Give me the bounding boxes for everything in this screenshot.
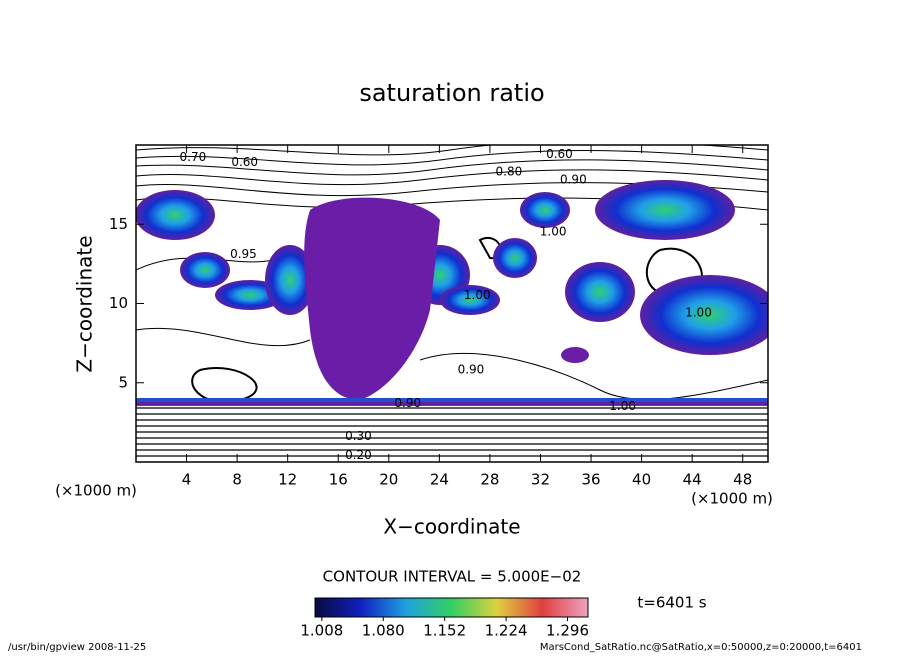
colorbar-tick-label: 1.008 bbox=[300, 622, 343, 640]
contour-label: 0.90 bbox=[560, 172, 587, 186]
x-tick-label: 40 bbox=[632, 471, 651, 489]
colorbar-tick-label: 1.224 bbox=[485, 622, 528, 640]
chart-title: saturation ratio bbox=[359, 79, 544, 107]
contour-label: 1.00 bbox=[609, 399, 636, 413]
colorbar-tick-label: 1.152 bbox=[423, 622, 466, 640]
x-unit-label: (×1000 m) bbox=[55, 482, 137, 500]
contour-label: 1.00 bbox=[464, 288, 491, 302]
contour-label: 1.00 bbox=[685, 306, 712, 320]
footer-right: MarsCond_SatRatio.nc@SatRatio,x=0:50000,… bbox=[540, 642, 862, 653]
y-tick-label: 10 bbox=[109, 294, 128, 312]
colorbar-tick-label: 1.296 bbox=[546, 622, 589, 640]
contour-label: 0.70 bbox=[180, 150, 207, 164]
x-tick-label: 16 bbox=[329, 471, 348, 489]
y-tick-label: 15 bbox=[109, 215, 128, 233]
contour-label: 0.60 bbox=[546, 147, 573, 161]
field bbox=[136, 145, 768, 457]
contour-label: 0.90 bbox=[394, 396, 421, 410]
y-axis-label: Z−coordinate bbox=[73, 235, 97, 372]
color-blobs bbox=[136, 180, 768, 406]
x-tick-label: 36 bbox=[581, 471, 600, 489]
contour-label: 0.20 bbox=[345, 448, 372, 462]
bottom-contours bbox=[136, 407, 768, 457]
x-tick-label: 44 bbox=[683, 471, 702, 489]
x-tick-label: 24 bbox=[430, 471, 449, 489]
x-tick-label: 20 bbox=[379, 471, 398, 489]
contour-label: 1.00 bbox=[540, 225, 567, 239]
x-tick-label: 28 bbox=[480, 471, 499, 489]
x-tick-label: 48 bbox=[733, 471, 752, 489]
x-axis-label: X−coordinate bbox=[383, 515, 520, 539]
x-tick-label: 12 bbox=[278, 471, 297, 489]
x-tick-label: 8 bbox=[232, 471, 242, 489]
contour-label: 0.80 bbox=[496, 164, 523, 178]
colorbar-tick-label: 1.080 bbox=[362, 622, 405, 640]
contour-label: 0.95 bbox=[230, 247, 257, 261]
x-tick-label: 4 bbox=[182, 471, 192, 489]
contour-label: 0.60 bbox=[231, 155, 258, 169]
contour-label: 0.90 bbox=[458, 363, 485, 377]
contour-interval: CONTOUR INTERVAL = 5.000E−02 bbox=[323, 568, 582, 586]
y-tick-label: 5 bbox=[118, 373, 128, 391]
colorbar bbox=[314, 597, 589, 618]
time-label: t=6401 s bbox=[637, 594, 706, 612]
x-tick-label: 32 bbox=[531, 471, 550, 489]
footer-left: /usr/bin/gpview 2008-11-25 bbox=[8, 642, 146, 653]
y-unit-label: (×1000 m) bbox=[691, 490, 773, 508]
contour-label: 0.30 bbox=[345, 429, 372, 443]
